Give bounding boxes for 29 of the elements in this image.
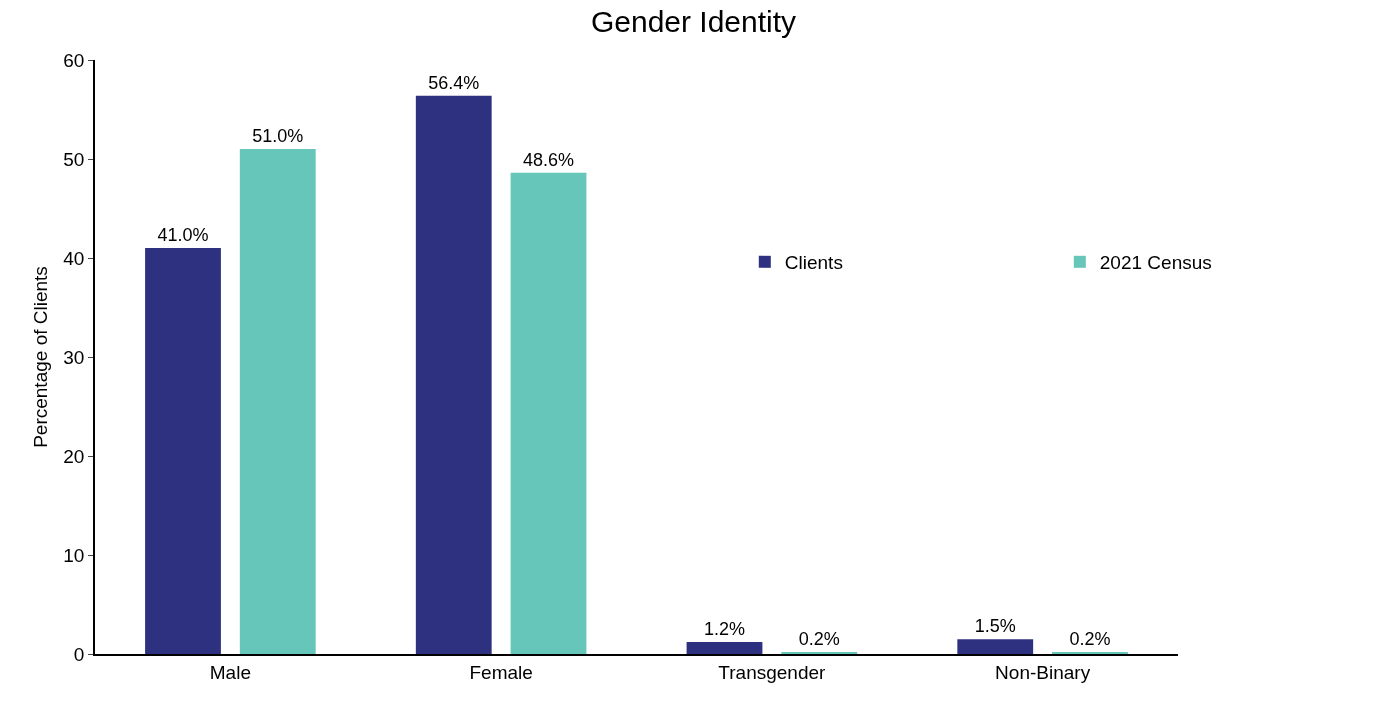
data-label: 0.2% (798, 629, 840, 649)
x-tick-label: Non-Binary (995, 661, 1091, 683)
data-label: 48.6% (522, 149, 575, 170)
bar (415, 95, 492, 654)
legend-label: 2021 Census (1099, 252, 1212, 274)
y-axis-title: Percentage of Clients (29, 266, 51, 448)
y-tick-label: 30 (63, 346, 85, 368)
legend-label: Clients (784, 252, 843, 274)
data-label: 41.0% (157, 225, 209, 246)
y-tick-label: 10 (63, 544, 85, 566)
x-tick-label: Male (209, 661, 251, 683)
data-label: 56.4% (428, 72, 480, 93)
data-label: 51.0% (252, 126, 304, 147)
data-label: 1.5% (974, 616, 1016, 637)
x-tick-label: Transgender (718, 661, 827, 683)
y-tick-label: 50 (63, 148, 85, 170)
y-tick-label: 0 (73, 643, 85, 665)
y-tick-label: 40 (63, 247, 85, 269)
bar (510, 172, 587, 654)
data-label: 0.2% (1069, 629, 1111, 649)
bar (686, 642, 763, 654)
chart-title: Gender Identity (590, 4, 797, 38)
y-tick-label: 20 (63, 445, 85, 467)
bar (145, 248, 221, 654)
x-tick-label: Female (469, 661, 533, 683)
bar (957, 639, 1034, 654)
bar (239, 149, 316, 654)
data-label: 1.2% (703, 619, 746, 640)
y-tick-label: 60 (63, 49, 85, 71)
